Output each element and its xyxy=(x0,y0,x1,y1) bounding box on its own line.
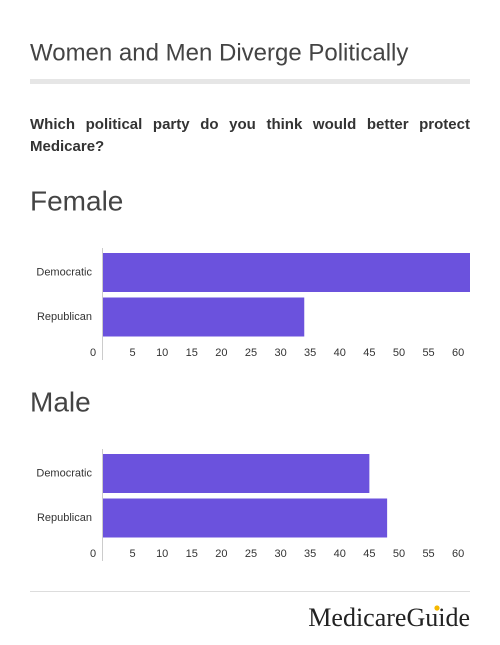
x-tick-label: 35 xyxy=(304,548,316,560)
x-tick-label: 45 xyxy=(363,347,375,359)
x-tick-label: 10 xyxy=(156,548,168,560)
x-tick-label: 45 xyxy=(363,548,375,560)
x-tick-label: 25 xyxy=(245,548,257,560)
x-tick-label: 15 xyxy=(186,548,198,560)
bar xyxy=(103,253,470,292)
x-tick-label: 0 xyxy=(90,548,96,560)
x-tick-label: 55 xyxy=(422,347,434,359)
x-tick-label: 40 xyxy=(334,347,346,359)
x-tick-label: 60 xyxy=(452,548,464,560)
question: Which political party do you think would… xyxy=(30,116,470,155)
x-tick-label: 30 xyxy=(274,347,286,359)
x-tick-label: 0 xyxy=(90,347,96,359)
x-tick-label: 30 xyxy=(274,548,286,560)
title-rule xyxy=(30,79,470,84)
x-tick-label: 25 xyxy=(245,347,257,359)
chart-title: Female xyxy=(30,185,123,216)
x-tick-label: 5 xyxy=(130,347,136,359)
x-tick-label: 20 xyxy=(215,548,227,560)
x-tick-label: 40 xyxy=(334,548,346,560)
x-tick-label: 60 xyxy=(452,347,464,359)
x-tick-label: 35 xyxy=(304,347,316,359)
y-tick-label: Democratic xyxy=(36,467,92,479)
bar xyxy=(103,498,388,538)
x-tick-label: 5 xyxy=(130,548,136,560)
brand-logo: MedicareGuide xyxy=(308,603,470,632)
bar xyxy=(103,297,305,337)
chart-title: Male xyxy=(30,386,91,417)
y-tick-label: Democratic xyxy=(36,266,92,278)
y-tick-label: Republican xyxy=(37,311,92,323)
page-title: Women and Men Diverge Politically xyxy=(30,39,408,66)
x-tick-label: 50 xyxy=(393,347,405,359)
x-tick-label: 55 xyxy=(422,548,434,560)
y-tick-label: Republican xyxy=(37,512,92,524)
logo-dot xyxy=(434,605,440,611)
x-tick-label: 10 xyxy=(156,347,168,359)
x-tick-label: 20 xyxy=(215,347,227,359)
x-tick-label: 15 xyxy=(186,347,198,359)
bar xyxy=(103,454,370,493)
x-tick-label: 50 xyxy=(393,548,405,560)
